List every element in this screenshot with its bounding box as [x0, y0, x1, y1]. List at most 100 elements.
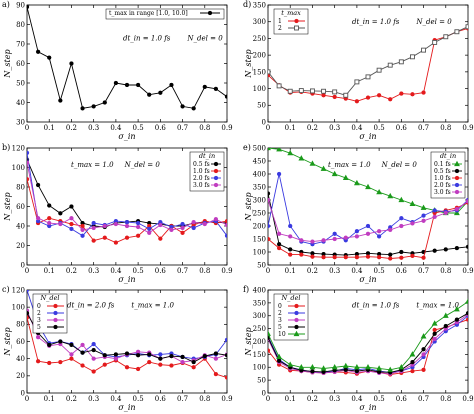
- data-point: [35, 335, 41, 340]
- series-3-0-fs: [27, 160, 227, 235]
- data-point: [35, 359, 41, 364]
- data-point: [365, 95, 371, 100]
- data-point: [453, 209, 460, 216]
- x-tick-label: 0.5: [133, 395, 144, 403]
- y-tick-label: 40: [16, 99, 25, 107]
- y-tick-label: 350: [253, 183, 266, 191]
- data-point: [47, 360, 52, 366]
- y-tick-label: 0: [21, 261, 25, 269]
- data-point: [432, 336, 437, 342]
- data-point: [354, 255, 360, 260]
- legend-box: [32, 293, 68, 334]
- legend-box: [189, 151, 225, 192]
- x-tick-label: 0.7: [177, 124, 188, 132]
- x-axis-label: σ_in: [359, 403, 376, 412]
- data-point: [365, 74, 371, 80]
- data-point: [353, 364, 360, 370]
- series-10: [268, 298, 468, 372]
- data-point: [421, 218, 426, 223]
- data-point: [365, 223, 371, 229]
- x-tick-label: 0.4: [110, 395, 122, 403]
- data-point: [47, 216, 52, 221]
- x-tick-label: 0.8: [199, 267, 210, 275]
- data-point: [147, 230, 152, 235]
- legend-marker: [294, 317, 299, 323]
- data-point: [399, 255, 404, 260]
- data-point: [332, 89, 338, 95]
- x-tick-label: 0.6: [396, 395, 408, 403]
- data-point: [80, 363, 85, 368]
- data-point: [376, 93, 382, 98]
- panel-label: b): [2, 143, 10, 152]
- legend-entry-label: 3.0 fs: [434, 189, 451, 196]
- data-point: [27, 311, 30, 316]
- data-point: [443, 247, 448, 252]
- data-point: [298, 88, 304, 94]
- data-point: [102, 223, 107, 229]
- data-point: [169, 82, 174, 88]
- y-axis-label: N_step: [3, 327, 12, 356]
- data-point: [410, 92, 415, 97]
- data-point: [224, 337, 227, 342]
- data-point: [58, 211, 63, 216]
- data-point: [365, 231, 371, 236]
- data-point: [113, 356, 119, 361]
- y-tick-label: 400: [253, 170, 266, 178]
- data-point: [321, 88, 327, 94]
- data-point: [365, 183, 371, 190]
- annotation-text: t_max = 1.0: [131, 301, 174, 309]
- annotation-text: N_del = 0: [124, 161, 161, 169]
- data-point: [388, 252, 393, 257]
- data-point: [432, 39, 438, 45]
- data-point: [442, 312, 449, 318]
- x-tick-label: 0.7: [418, 124, 429, 132]
- annotation-text: N_del = 0: [381, 161, 418, 169]
- data-point: [91, 356, 96, 361]
- data-point: [399, 91, 404, 96]
- data-point: [342, 362, 349, 369]
- legend-entry-label: 5: [37, 324, 41, 331]
- x-tick-label: 0.3: [329, 124, 340, 132]
- data-point: [69, 352, 74, 357]
- data-point: [213, 356, 219, 361]
- data-point: [288, 234, 293, 239]
- y-tick-label: 250: [253, 325, 266, 333]
- data-point: [91, 347, 96, 353]
- legend-marker: [294, 310, 299, 316]
- x-tick-label: 0.2: [66, 124, 77, 132]
- legend-box: [273, 8, 309, 35]
- y-axis-label: N_step: [3, 49, 12, 78]
- x-tick-label: 0.4: [110, 124, 122, 132]
- data-point: [354, 229, 360, 234]
- x-tick-label: 0.8: [440, 395, 451, 403]
- data-point: [69, 221, 74, 227]
- data-point: [124, 365, 130, 370]
- annotation-text: N_del = 0: [415, 18, 452, 26]
- series-2: [268, 24, 468, 98]
- data-point: [69, 204, 74, 209]
- data-point: [180, 225, 185, 231]
- data-point: [268, 330, 271, 336]
- x-tick-label: 0.8: [440, 267, 451, 275]
- series-1-0-fs: [268, 200, 468, 261]
- data-point: [191, 365, 196, 370]
- data-point: [354, 99, 360, 104]
- y-axis-label: N_step: [244, 327, 253, 356]
- data-point: [202, 84, 207, 90]
- data-point: [91, 369, 96, 374]
- x-tick-label: 0.1: [44, 124, 55, 132]
- data-point: [376, 188, 383, 195]
- data-point: [147, 226, 152, 232]
- data-point: [276, 83, 282, 89]
- data-point: [69, 226, 74, 232]
- data-point: [47, 220, 52, 226]
- data-point: [421, 255, 426, 260]
- data-point: [421, 352, 426, 357]
- y-tick-label: 150: [253, 351, 266, 359]
- panel-label: f): [243, 285, 249, 294]
- data-point: [191, 225, 196, 231]
- legend-marker: [294, 324, 299, 330]
- legend-entry-label: 2: [278, 310, 282, 317]
- legend-entry-label: 3: [278, 317, 282, 324]
- series-line: [268, 26, 468, 96]
